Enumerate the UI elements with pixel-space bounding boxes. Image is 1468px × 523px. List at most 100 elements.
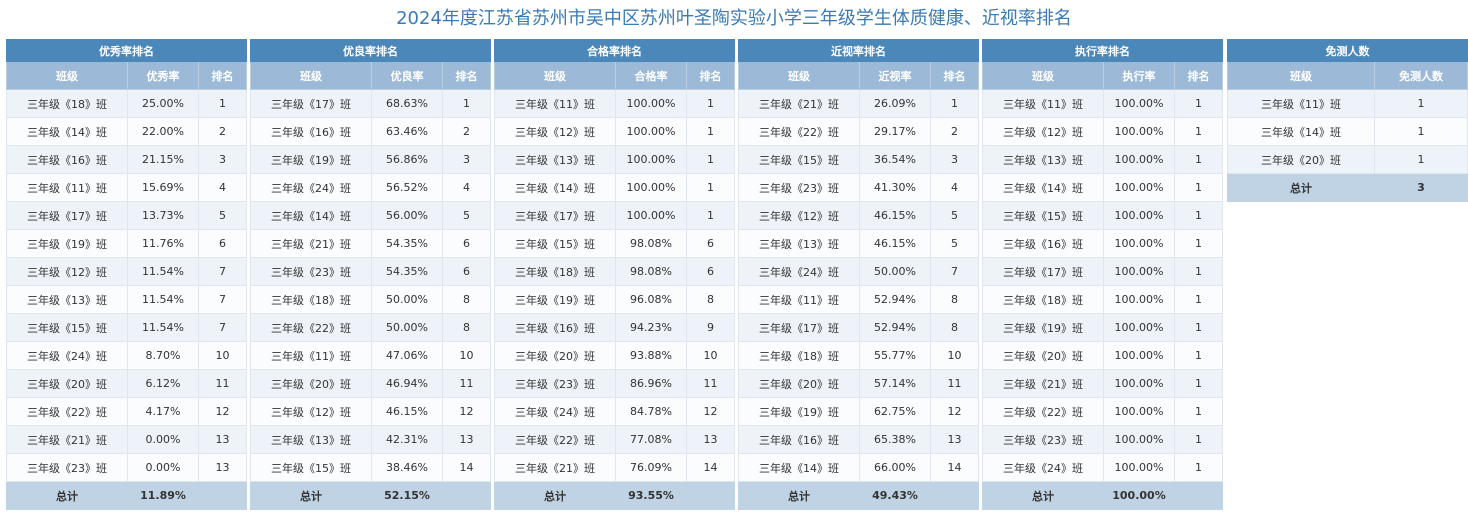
- total-cell: 总计: [982, 481, 1104, 510]
- table-cell: 100.00%: [1103, 173, 1175, 202]
- table-cell: 0.00%: [127, 453, 199, 482]
- table-row: 三年级《17》班 100.00% 1: [982, 257, 1224, 286]
- table-cell: 5: [929, 229, 980, 258]
- table-cell: 三年级《18》班: [6, 89, 128, 118]
- table-row: 三年级《11》班 100.00% 1: [494, 89, 736, 118]
- table-cell: 1: [685, 201, 736, 230]
- table-cell: 76.09%: [615, 453, 687, 482]
- table-row: 三年级《15》班 36.54% 3: [738, 145, 980, 174]
- table-caption: 免测人数: [1227, 39, 1468, 62]
- table-row: 三年级《17》班 13.73% 5: [6, 201, 248, 230]
- table-cell: 11: [197, 369, 248, 398]
- column-header[interactable]: 近视率: [859, 61, 931, 90]
- table-cell: 100.00%: [615, 201, 687, 230]
- table-cell: 13: [197, 453, 248, 482]
- table-row: 三年级《21》班 0.00% 13: [6, 425, 248, 454]
- table-cell: 三年级《19》班: [982, 313, 1104, 342]
- total-cell: 总计: [6, 481, 128, 510]
- table-cell: 11.54%: [127, 257, 199, 286]
- table-cell: 三年级《17》班: [982, 257, 1104, 286]
- column-header[interactable]: 排名: [929, 61, 980, 90]
- table-row: 三年级《19》班 11.76% 6: [6, 229, 248, 258]
- table-cell: 三年级《20》班: [494, 341, 616, 370]
- column-header[interactable]: 班级: [250, 61, 372, 90]
- column-header[interactable]: 班级: [494, 61, 616, 90]
- column-header[interactable]: 班级: [738, 61, 860, 90]
- table-cell: 63.46%: [371, 117, 443, 146]
- table-cell: 94.23%: [615, 313, 687, 342]
- table-cell: 14: [929, 453, 980, 482]
- table-row: 三年级《21》班 100.00% 1: [982, 369, 1224, 398]
- table-cell: 1: [1173, 453, 1224, 482]
- ranking-table: 优良率排名 班级 优良率 排名 三年级《17》班 68.63% 1 三年级《16》班 63.46…: [249, 39, 492, 510]
- table-row: 三年级《12》班 11.54% 7: [6, 257, 248, 286]
- table-cell: 7: [929, 257, 980, 286]
- table-cell: 50.00%: [371, 313, 443, 342]
- total-cell: 93.55%: [615, 481, 687, 510]
- column-header[interactable]: 排名: [1173, 61, 1224, 90]
- table-cell: 三年级《23》班: [738, 173, 860, 202]
- table-row: 三年级《16》班 94.23% 9: [494, 313, 736, 342]
- table-cell: 100.00%: [1103, 313, 1175, 342]
- table-cell: 46.94%: [371, 369, 443, 398]
- table-cell: 100.00%: [1103, 145, 1175, 174]
- table-cell: 36.54%: [859, 145, 931, 174]
- table-cell: 三年级《16》班: [982, 229, 1104, 258]
- total-cell: 3: [1374, 173, 1468, 202]
- table-cell: 三年级《11》班: [738, 285, 860, 314]
- total-cell: 11.89%: [127, 481, 199, 510]
- table-cell: 1: [685, 173, 736, 202]
- column-header[interactable]: 排名: [197, 61, 248, 90]
- table-cell: 6: [441, 229, 492, 258]
- table-cell: 98.08%: [615, 229, 687, 258]
- total-cell: 100.00%: [1103, 481, 1175, 510]
- table-cell: 三年级《17》班: [738, 313, 860, 342]
- table-cell: 10: [685, 341, 736, 370]
- table-cell: 三年级《14》班: [982, 173, 1104, 202]
- column-header[interactable]: 优秀率: [127, 61, 199, 90]
- table-row: 三年级《21》班 26.09% 1: [738, 89, 980, 118]
- table-cell: 93.88%: [615, 341, 687, 370]
- table-cell: 1: [685, 145, 736, 174]
- column-header[interactable]: 合格率: [615, 61, 687, 90]
- table-cell: 6: [685, 257, 736, 286]
- column-header[interactable]: 班级: [1227, 61, 1375, 90]
- table-caption: 优良率排名: [249, 39, 492, 62]
- table-cell: 26.09%: [859, 89, 931, 118]
- table-cell: 三年级《24》班: [494, 397, 616, 426]
- column-header[interactable]: 排名: [441, 61, 492, 90]
- table-cell: 1: [685, 89, 736, 118]
- column-header[interactable]: 班级: [982, 61, 1104, 90]
- table-cell: 4: [197, 173, 248, 202]
- table-row: 三年级《13》班 11.54% 7: [6, 285, 248, 314]
- table-cell: 三年级《11》班: [1227, 89, 1375, 118]
- table-cell: 三年级《23》班: [494, 369, 616, 398]
- table-cell: 三年级《15》班: [250, 453, 372, 482]
- table-cell: 三年级《19》班: [738, 397, 860, 426]
- column-header[interactable]: 免测人数: [1374, 61, 1468, 90]
- table-cell: 12: [929, 397, 980, 426]
- table-row: 三年级《24》班 100.00% 1: [982, 453, 1224, 482]
- table-cell: 三年级《12》班: [6, 257, 128, 286]
- table-row: 三年级《20》班 1: [1227, 145, 1468, 174]
- total-cell: [685, 481, 736, 510]
- table-cell: 三年级《19》班: [494, 285, 616, 314]
- table-cell: 三年级《24》班: [982, 453, 1104, 482]
- table-cell: 三年级《21》班: [738, 89, 860, 118]
- table-cell: 5: [197, 201, 248, 230]
- table-row: 三年级《23》班 54.35% 6: [250, 257, 492, 286]
- column-header[interactable]: 优良率: [371, 61, 443, 90]
- table-cell: 8: [441, 313, 492, 342]
- table-cell: 11: [685, 369, 736, 398]
- column-header[interactable]: 班级: [6, 61, 128, 90]
- column-header[interactable]: 执行率: [1103, 61, 1175, 90]
- table-cell: 52.94%: [859, 285, 931, 314]
- table-cell: 8: [685, 285, 736, 314]
- table-row: 三年级《11》班 15.69% 4: [6, 173, 248, 202]
- column-header[interactable]: 排名: [685, 61, 736, 90]
- table-row: 三年级《16》班 21.15% 3: [6, 145, 248, 174]
- table-row: 三年级《23》班 41.30% 4: [738, 173, 980, 202]
- table-cell: 三年级《16》班: [250, 117, 372, 146]
- table-cell: 三年级《24》班: [738, 257, 860, 286]
- table-cell: 55.77%: [859, 341, 931, 370]
